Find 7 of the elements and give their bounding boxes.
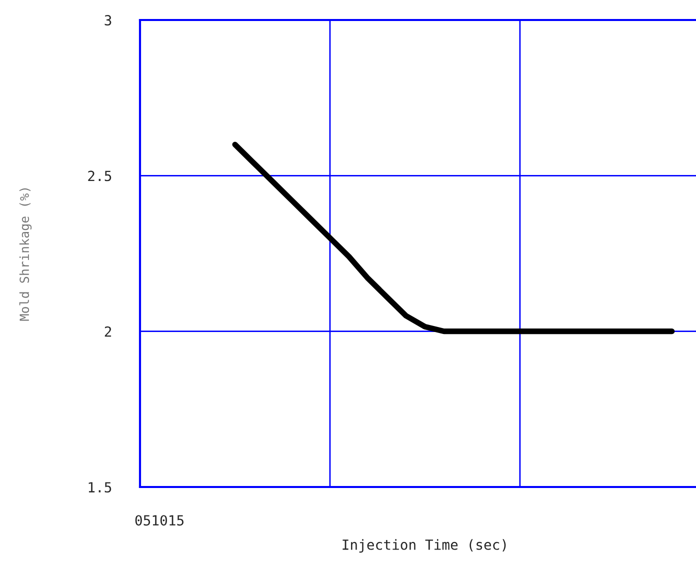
y-tick-label: 2.5 — [88, 170, 112, 182]
x-axis-title: Injection Time (sec) — [342, 539, 506, 553]
y-tick-label: 2 — [104, 326, 112, 337]
y-tick-label: 3 — [104, 15, 112, 26]
y-axis-title: Mold Shrinkage (%) — [19, 188, 32, 321]
text: 051015 — [135, 515, 184, 526]
y-tick-label: 1.5 — [88, 482, 112, 493]
